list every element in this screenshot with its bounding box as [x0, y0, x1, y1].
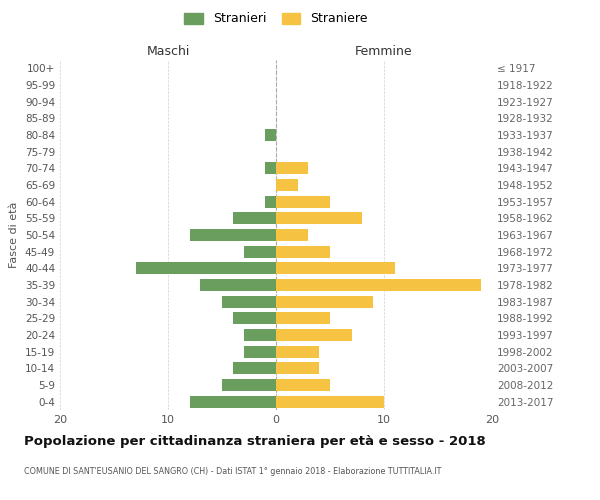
Bar — [276, 162, 308, 174]
Bar — [190, 229, 276, 241]
Bar — [276, 396, 384, 407]
Bar — [276, 279, 481, 291]
Bar — [136, 262, 276, 274]
Y-axis label: Fasce di età: Fasce di età — [10, 202, 19, 268]
Bar — [276, 362, 319, 374]
Bar — [276, 312, 330, 324]
Text: Femmine: Femmine — [355, 44, 413, 58]
Bar — [276, 196, 330, 207]
Bar — [276, 229, 308, 241]
Bar — [244, 246, 276, 258]
Bar — [233, 312, 276, 324]
Bar — [276, 179, 298, 191]
Bar — [265, 129, 276, 141]
Bar — [265, 162, 276, 174]
Text: Popolazione per cittadinanza straniera per età e sesso - 2018: Popolazione per cittadinanza straniera p… — [24, 435, 486, 448]
Bar — [276, 346, 319, 358]
Bar — [276, 262, 395, 274]
Bar — [276, 379, 330, 391]
Bar — [244, 346, 276, 358]
Text: Maschi: Maschi — [146, 44, 190, 58]
Bar — [222, 379, 276, 391]
Bar — [233, 362, 276, 374]
Bar — [276, 329, 352, 341]
Text: COMUNE DI SANT'EUSANIO DEL SANGRO (CH) - Dati ISTAT 1° gennaio 2018 - Elaborazio: COMUNE DI SANT'EUSANIO DEL SANGRO (CH) -… — [24, 468, 442, 476]
Bar — [276, 296, 373, 308]
Bar — [265, 196, 276, 207]
Bar — [244, 329, 276, 341]
Bar — [222, 296, 276, 308]
Bar — [233, 212, 276, 224]
Bar — [200, 279, 276, 291]
Bar — [276, 246, 330, 258]
Legend: Stranieri, Straniere: Stranieri, Straniere — [181, 8, 371, 29]
Bar — [190, 396, 276, 407]
Bar — [276, 212, 362, 224]
